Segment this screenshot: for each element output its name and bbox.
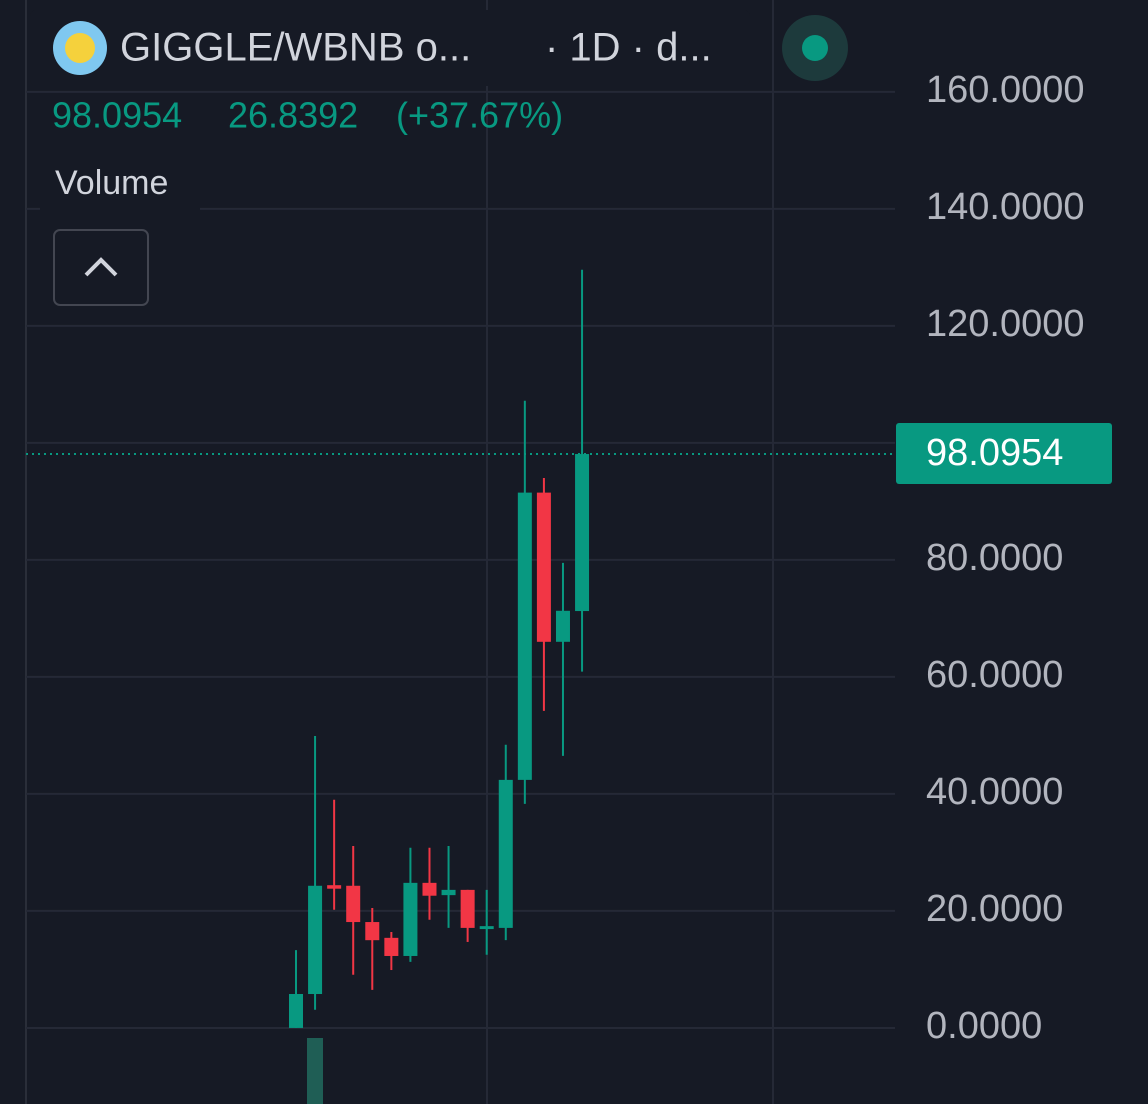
legend-bg [30,10,750,86]
y-tick-label: 0.0000 [926,1005,1042,1047]
last-price-box [896,423,1112,485]
y-tick-label: 40.0000 [926,771,1063,813]
collapse-button[interactable] [53,229,149,306]
status-dot [802,35,828,61]
candle-body [384,937,399,956]
pair-title: GIGGLE/WBNB o... [120,26,471,70]
y-tick-label: 60.0000 [926,654,1063,696]
candle-body [479,926,494,930]
last-price: 98.0954 [52,95,182,136]
candle-body [346,885,361,923]
candle-body [536,492,551,642]
candle-body [517,492,532,780]
candle-body [575,454,590,612]
candle-body [498,779,513,928]
token-icon-face [65,33,95,63]
candle-body [441,889,456,896]
chevron-icon [84,257,118,277]
change-pct: (+37.67%) [396,95,563,136]
candle-body [403,882,418,956]
candle-body [460,889,475,928]
y-tick-label: 120.0000 [926,303,1085,345]
plot: 0.000020.000040.000060.000080.0000100.00… [26,69,1085,1047]
candle-body [308,885,323,995]
pane-label: Volume [55,164,168,202]
change: 26.8392 [228,95,358,136]
candle-body [289,994,303,1028]
candle-body [555,610,570,642]
candle-body [327,885,342,889]
last-price-label: 98.0954 [926,432,1063,474]
candle-body [422,882,437,896]
pane-label-bg [40,160,200,210]
volume-bar [307,1038,323,1104]
y-tick-label: 80.0000 [926,537,1063,579]
y-tick-label: 160.0000 [926,69,1085,111]
candle-body [365,922,380,941]
interval: · 1D · d... [545,26,712,70]
y-tick-label: 140.0000 [926,186,1085,228]
y-tick-label: 20.0000 [926,888,1063,930]
